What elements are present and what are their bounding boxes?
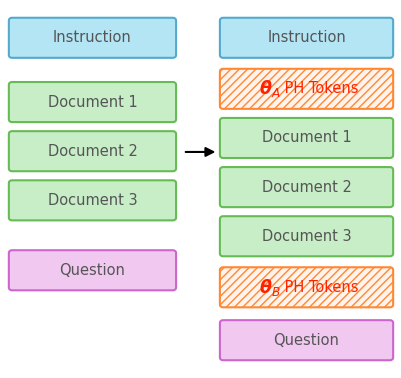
Text: Document 1: Document 1 — [47, 94, 137, 110]
Text: PH Tokens: PH Tokens — [279, 81, 357, 96]
FancyBboxPatch shape — [219, 267, 392, 307]
Text: $\boldsymbol{\theta}_{A}$: $\boldsymbol{\theta}_{A}$ — [258, 78, 280, 99]
Text: Instruction: Instruction — [267, 30, 345, 45]
FancyBboxPatch shape — [9, 131, 176, 171]
Text: $\boldsymbol{\theta}_{B}$: $\boldsymbol{\theta}_{B}$ — [258, 277, 280, 298]
FancyBboxPatch shape — [9, 82, 176, 122]
FancyBboxPatch shape — [219, 118, 392, 158]
FancyBboxPatch shape — [9, 18, 176, 58]
Text: PH Tokens: PH Tokens — [279, 280, 357, 295]
FancyBboxPatch shape — [9, 250, 176, 290]
FancyBboxPatch shape — [219, 216, 392, 256]
FancyBboxPatch shape — [219, 320, 392, 360]
FancyBboxPatch shape — [219, 69, 392, 109]
Text: Document 3: Document 3 — [48, 193, 137, 208]
Text: Question: Question — [273, 333, 338, 348]
FancyBboxPatch shape — [9, 180, 176, 220]
Text: Document 2: Document 2 — [261, 180, 350, 195]
FancyBboxPatch shape — [219, 18, 392, 58]
Text: Instruction: Instruction — [53, 30, 132, 45]
Text: Document 3: Document 3 — [261, 229, 350, 244]
Text: Document 2: Document 2 — [47, 144, 137, 159]
Text: Question: Question — [59, 263, 125, 278]
Text: Document 1: Document 1 — [261, 130, 350, 146]
FancyBboxPatch shape — [219, 167, 392, 207]
